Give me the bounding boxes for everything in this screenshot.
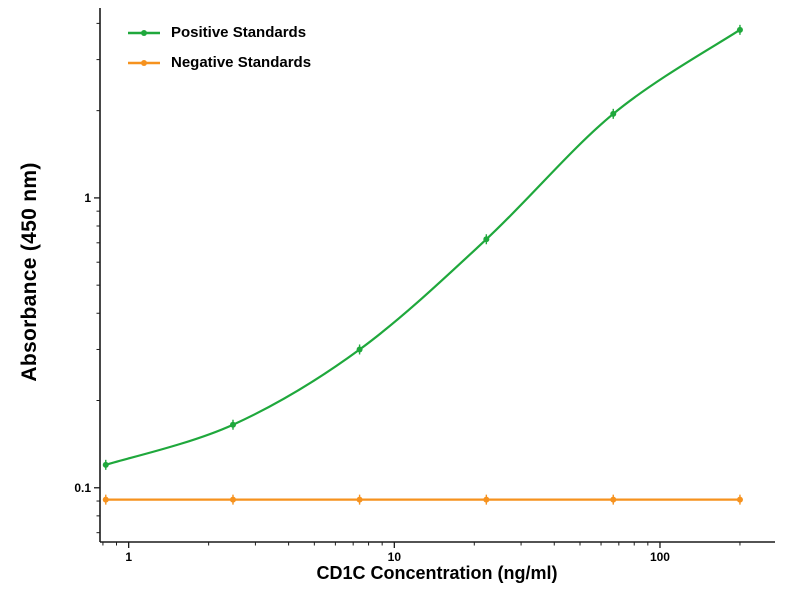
data-point-marker	[610, 496, 617, 503]
y-tick-label: 0.1	[74, 481, 91, 495]
legend-item-positive-standards: Positive Standards	[126, 24, 311, 41]
y-axis: 0.11	[74, 8, 101, 542]
data-point-marker	[102, 461, 109, 468]
x-axis-label: CD1C Concentration (ng/ml)	[316, 563, 558, 583]
x-tick-label: 1	[125, 550, 132, 564]
data-point-marker	[102, 496, 109, 503]
legend-label: Positive Standards	[171, 24, 307, 41]
data-point-marker	[483, 496, 490, 503]
x-axis: 1 10 100	[100, 541, 775, 564]
legend-label: Negative Standards	[171, 54, 312, 71]
x-tick-label: 100	[650, 550, 670, 564]
data-point-marker	[229, 496, 236, 503]
data-point-marker	[356, 346, 363, 353]
legend-item-negative-standards: Negative Standards	[126, 54, 311, 71]
data-point-marker	[736, 26, 743, 33]
y-axis-label: Absorbance (450 nm)	[18, 162, 41, 382]
x-tick-label: 10	[388, 550, 402, 564]
y-tick-label: 1	[84, 191, 91, 205]
data-point-marker	[229, 421, 236, 428]
legend: Positive Standards Negative Standards	[126, 24, 311, 71]
data-point-marker	[356, 496, 363, 503]
legend-line-marker-icon	[128, 59, 160, 66]
legend-line-marker-icon	[128, 29, 160, 36]
legend-dot	[141, 59, 147, 66]
series-negative-standards	[102, 494, 743, 505]
data-point-marker	[736, 496, 743, 503]
data-point-marker	[610, 110, 617, 117]
legend-dot	[141, 29, 147, 36]
data-point-marker	[483, 236, 490, 243]
series-positive-standards	[102, 24, 743, 470]
series-line-positive-standards	[104, 28, 741, 466]
